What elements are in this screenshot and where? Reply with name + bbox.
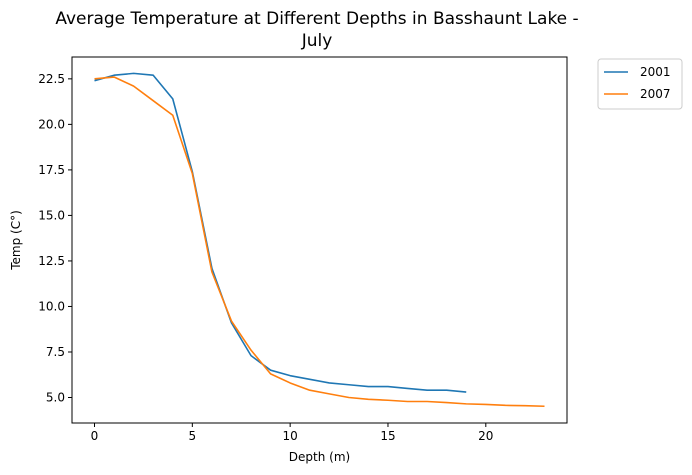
y-tick-label: 22.5 bbox=[38, 72, 65, 86]
x-axis-label: Depth (m) bbox=[289, 450, 350, 464]
plot-area-frame bbox=[71, 56, 568, 424]
y-tick-label: 20.0 bbox=[38, 117, 65, 131]
x-tick-label: 20 bbox=[478, 429, 493, 443]
x-tick-label: 10 bbox=[283, 429, 298, 443]
series-lines bbox=[94, 72, 545, 408]
x-axis: 0 5 10 15 20 bbox=[91, 423, 493, 443]
y-axis-label: Temp (C°) bbox=[9, 210, 23, 271]
x-tick-label: 0 bbox=[91, 429, 99, 443]
x-tick-label: 15 bbox=[380, 429, 395, 443]
y-tick-label: 17.5 bbox=[38, 163, 65, 177]
chart-title-line-2: July bbox=[301, 31, 333, 51]
series-line-2001 bbox=[94, 72, 467, 393]
y-tick-label: 12.5 bbox=[38, 254, 65, 268]
y-tick-label: 5.0 bbox=[46, 391, 65, 405]
chart-title-line-1: Average Temperature at Different Depths … bbox=[55, 9, 578, 29]
y-axis: 5.0 7.5 10.0 12.5 15.0 17.5 20.0 22.5 bbox=[38, 72, 72, 405]
legend-label-2001: 2001 bbox=[640, 65, 671, 79]
y-tick-label: 10.0 bbox=[38, 299, 65, 313]
y-tick-label: 7.5 bbox=[46, 345, 65, 359]
y-tick-label: 15.0 bbox=[38, 208, 65, 222]
legend-label-2007: 2007 bbox=[640, 87, 671, 101]
series-line-2007 bbox=[94, 76, 545, 408]
x-tick-label: 5 bbox=[189, 429, 197, 443]
legend: 2001 2007 bbox=[597, 58, 683, 110]
